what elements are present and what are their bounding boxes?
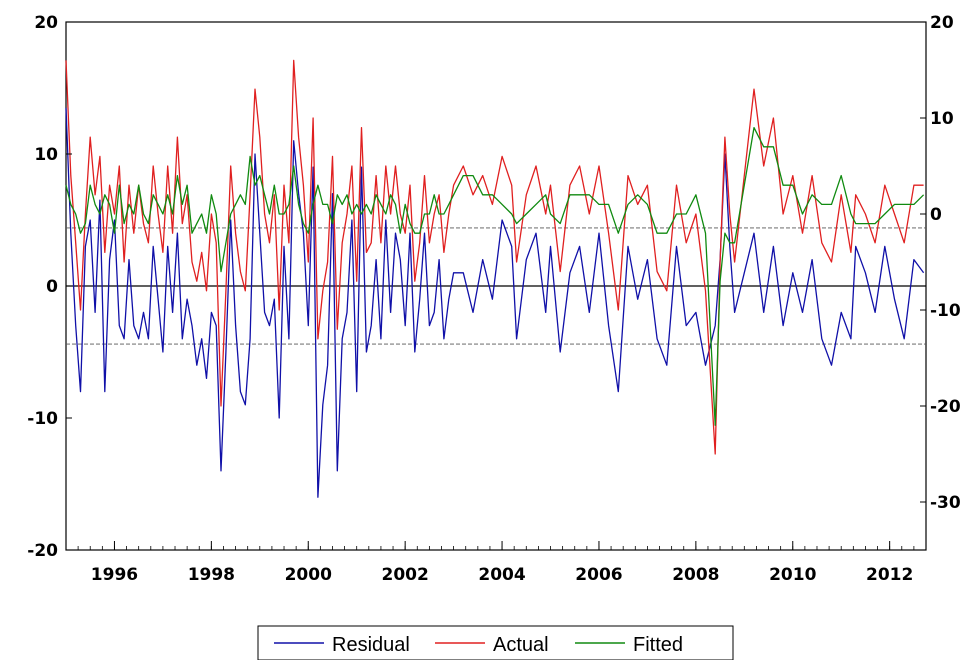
right-tick-label: 0 <box>930 205 942 225</box>
legend: Residual Actual Fitted <box>257 625 734 660</box>
left-tick-label: -10 <box>27 409 58 429</box>
series-line-actual <box>65 59 924 455</box>
legend-label-residual: Residual <box>332 634 410 656</box>
right-tick-label: 10 <box>930 109 954 129</box>
left-tick-label: 0 <box>46 277 58 297</box>
x-tick-label: 2004 <box>478 565 525 585</box>
right-tick-label: -20 <box>930 397 961 417</box>
legend-label-actual: Actual <box>493 634 549 656</box>
right-tick-label: 20 <box>930 13 954 33</box>
right-tick-label: -10 <box>930 301 961 321</box>
x-tick-label: 2006 <box>575 565 622 585</box>
x-tick-label: 2002 <box>381 565 428 585</box>
x-tick-label: 1998 <box>188 565 235 585</box>
x-tick-label: 2000 <box>285 565 332 585</box>
legend-label-fitted: Fitted <box>633 634 683 656</box>
x-tick-label: 2008 <box>672 565 719 585</box>
x-tick-label: 1996 <box>91 565 138 585</box>
x-tick-label: 2010 <box>769 565 816 585</box>
right-tick-label: -30 <box>930 493 961 513</box>
left-tick-label: -20 <box>27 541 58 561</box>
legend-box <box>257 625 734 660</box>
series-line-fitted <box>65 126 925 426</box>
left-tick-label: 20 <box>34 13 58 33</box>
x-tick-label: 2012 <box>866 565 913 585</box>
series-line-residual <box>65 107 925 498</box>
left-tick-label: 10 <box>34 145 58 165</box>
